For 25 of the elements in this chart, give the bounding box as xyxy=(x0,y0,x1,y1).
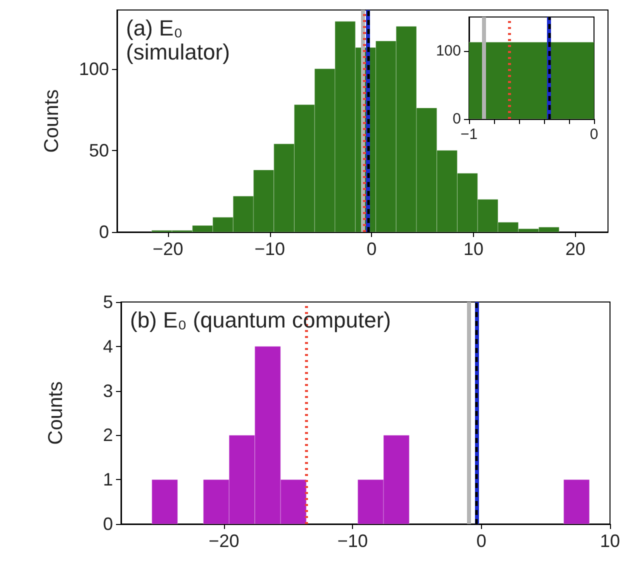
y-tick-label: 0 xyxy=(102,514,113,534)
y-tick-label: 1 xyxy=(102,470,113,490)
x-tick-label: −20 xyxy=(152,239,184,259)
x-tick-label: 20 xyxy=(565,239,586,259)
y-tick-label: 50 xyxy=(88,140,109,160)
x-tick-label: −20 xyxy=(208,531,240,551)
x-tick-label: 10 xyxy=(600,531,620,551)
x-tick-label: −10 xyxy=(337,531,368,551)
y-axis-title: Counts xyxy=(41,89,63,153)
y-tick-label: 100 xyxy=(78,58,109,79)
y-tick-label: 100 xyxy=(436,42,461,60)
y-tick-label: 3 xyxy=(102,380,113,401)
y-tick-label: 5 xyxy=(102,292,113,312)
x-tick-label: −1 xyxy=(460,126,478,143)
chart-title: (a) E₀ xyxy=(126,16,183,40)
y-tick-label: 0 xyxy=(98,222,109,242)
x-tick-label: 10 xyxy=(464,239,484,259)
y-tick-label: 4 xyxy=(102,336,113,356)
y-axis-title: Counts xyxy=(45,381,67,445)
x-tick-label: −10 xyxy=(254,239,286,259)
text: (simulator) xyxy=(126,40,230,64)
chart-title: (b) E₀ (quantum computer) xyxy=(130,308,392,332)
y-tick-label: 2 xyxy=(102,425,113,446)
x-tick-label: 0 xyxy=(476,531,486,551)
x-tick-label: 0 xyxy=(366,239,377,259)
